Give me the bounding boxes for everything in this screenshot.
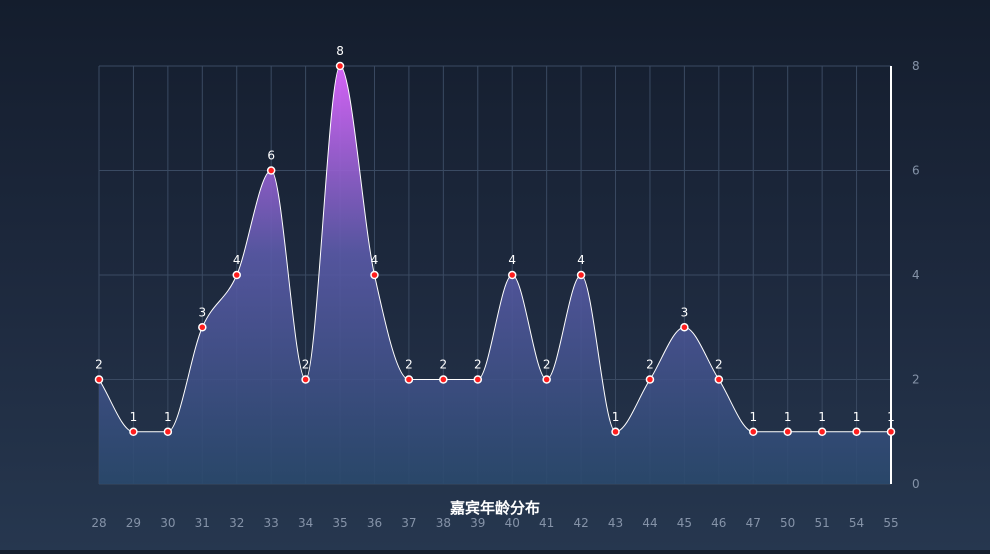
data-label: 2 xyxy=(474,358,482,372)
data-point[interactable] xyxy=(130,428,137,435)
x-tick-label: 36 xyxy=(367,516,382,530)
data-label: 1 xyxy=(130,410,138,424)
data-label: 6 xyxy=(267,149,275,163)
x-tick-label: 29 xyxy=(126,516,141,530)
data-point[interactable] xyxy=(646,376,653,383)
data-point[interactable] xyxy=(853,428,860,435)
data-label: 2 xyxy=(440,358,448,372)
y-tick-label: 6 xyxy=(912,164,920,178)
data-point[interactable] xyxy=(268,167,275,174)
data-point[interactable] xyxy=(681,324,688,331)
data-label: 1 xyxy=(887,410,895,424)
y-axis-ticks: 0 2 4 6 8 xyxy=(912,59,920,491)
y-tick-label: 8 xyxy=(912,59,920,73)
data-label: 2 xyxy=(646,358,654,372)
data-point[interactable] xyxy=(96,376,103,383)
data-point[interactable] xyxy=(164,428,171,435)
data-label: 8 xyxy=(336,44,344,58)
x-tick-label: 55 xyxy=(883,516,898,530)
x-tick-label: 39 xyxy=(470,516,485,530)
data-point[interactable] xyxy=(819,428,826,435)
x-tick-label: 30 xyxy=(160,516,175,530)
x-tick-label: 45 xyxy=(677,516,692,530)
data-label: 4 xyxy=(371,253,379,267)
data-point[interactable] xyxy=(405,376,412,383)
data-label: 1 xyxy=(749,410,757,424)
x-tick-label: 54 xyxy=(849,516,864,530)
y-tick-label: 0 xyxy=(912,477,920,491)
data-label: 3 xyxy=(681,305,689,319)
x-axis-ticks: 28 29 30 31 32 33 34 35 36 37 38 39 40 41 42 43 44 45 46 47… xyxy=(91,516,898,530)
data-point[interactable] xyxy=(199,324,206,331)
x-tick-label: 44 xyxy=(642,516,657,530)
x-tick-label: 42 xyxy=(573,516,588,530)
x-tick-label: 35 xyxy=(332,516,347,530)
data-point[interactable] xyxy=(578,272,585,279)
x-tick-label: 46 xyxy=(711,516,726,530)
data-label: 1 xyxy=(612,410,620,424)
data-label: 2 xyxy=(95,358,103,372)
x-tick-label: 34 xyxy=(298,516,313,530)
data-label: 4 xyxy=(508,253,516,267)
data-label: 1 xyxy=(853,410,861,424)
x-tick-label: 50 xyxy=(780,516,795,530)
data-label: 1 xyxy=(818,410,826,424)
x-tick-label: 33 xyxy=(264,516,279,530)
data-point[interactable] xyxy=(509,272,516,279)
data-label: 4 xyxy=(233,253,241,267)
data-label: 2 xyxy=(302,358,310,372)
data-point[interactable] xyxy=(233,272,240,279)
data-label: 2 xyxy=(543,358,551,372)
x-tick-label: 51 xyxy=(814,516,829,530)
data-point[interactable] xyxy=(371,272,378,279)
data-point[interactable] xyxy=(337,63,344,70)
data-label: 4 xyxy=(577,253,585,267)
x-tick-label: 47 xyxy=(746,516,761,530)
data-point[interactable] xyxy=(543,376,550,383)
chart-title: 嘉宾年龄分布 xyxy=(449,499,540,517)
data-label: 3 xyxy=(198,305,206,319)
x-tick-label: 43 xyxy=(608,516,623,530)
data-point[interactable] xyxy=(612,428,619,435)
data-point[interactable] xyxy=(302,376,309,383)
data-point[interactable] xyxy=(474,376,481,383)
data-point[interactable] xyxy=(784,428,791,435)
x-tick-label: 38 xyxy=(436,516,451,530)
x-tick-label: 31 xyxy=(195,516,210,530)
y-tick-label: 2 xyxy=(912,373,920,387)
data-label: 2 xyxy=(405,358,413,372)
data-label: 2 xyxy=(715,358,723,372)
x-tick-label: 40 xyxy=(505,516,520,530)
y-tick-label: 4 xyxy=(912,268,920,282)
data-point[interactable] xyxy=(888,428,895,435)
x-tick-label: 41 xyxy=(539,516,554,530)
x-tick-label: 32 xyxy=(229,516,244,530)
x-tick-label: 28 xyxy=(91,516,106,530)
data-point[interactable] xyxy=(750,428,757,435)
data-point[interactable] xyxy=(715,376,722,383)
data-label: 1 xyxy=(784,410,792,424)
data-point[interactable] xyxy=(440,376,447,383)
x-tick-label: 37 xyxy=(401,516,416,530)
data-label: 1 xyxy=(164,410,172,424)
